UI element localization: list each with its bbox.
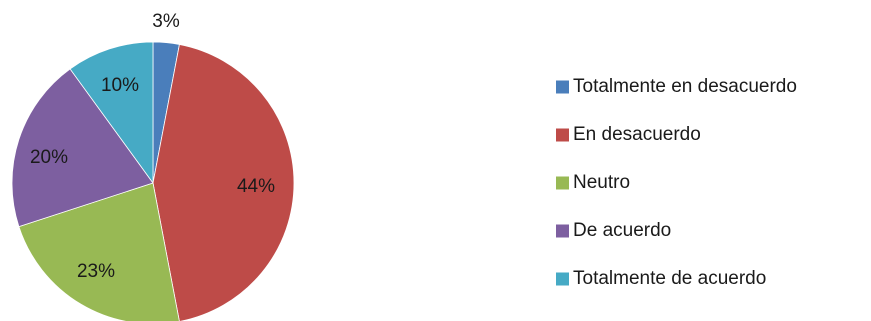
pie-data-labels: 3% 44% 23% 20% 10% [30, 11, 275, 282]
data-label-de-acuerdo: 20% [30, 147, 68, 168]
data-label-en-desacuerdo: 44% [237, 176, 275, 197]
legend-label-totalmente-en-desacuerdo: Totalmente en desacuerdo [573, 76, 797, 97]
legend-item-de-acuerdo: De acuerdo [556, 220, 671, 241]
legend-label-en-desacuerdo: En desacuerdo [573, 124, 701, 145]
legend-item-totalmente-de-acuerdo: Totalmente de acuerdo [556, 268, 766, 289]
pie-slice-en-desacuerdo [152, 44, 295, 321]
legend: Totalmente en desacuerdo En desacuerdo Neu… [556, 76, 797, 289]
data-label-totalmente-en-desacuerdo: 3% [152, 11, 180, 32]
pie-slice-neutro [18, 182, 180, 321]
pie-slice-de-acuerdo [11, 68, 154, 228]
legend-swatch-neutro [556, 176, 569, 190]
pie-slice-totalmente-de-acuerdo [69, 41, 154, 185]
legend-swatch-totalmente-en-desacuerdo [556, 80, 569, 94]
legend-label-neutro: Neutro [573, 172, 630, 193]
legend-item-en-desacuerdo: En desacuerdo [556, 124, 701, 145]
legend-item-neutro: Neutro [556, 172, 630, 193]
legend-item-totalmente-en-desacuerdo: Totalmente en desacuerdo [556, 76, 797, 97]
pie-slices [11, 41, 295, 321]
legend-label-de-acuerdo: De acuerdo [573, 220, 671, 241]
legend-swatch-en-desacuerdo [556, 128, 569, 142]
legend-swatch-totalmente-de-acuerdo [556, 272, 569, 286]
legend-label-totalmente-de-acuerdo: Totalmente de acuerdo [573, 268, 766, 289]
legend-swatch-de-acuerdo [556, 224, 569, 238]
data-label-neutro: 23% [77, 261, 115, 282]
data-label-totalmente-de-acuerdo: 10% [101, 75, 139, 96]
